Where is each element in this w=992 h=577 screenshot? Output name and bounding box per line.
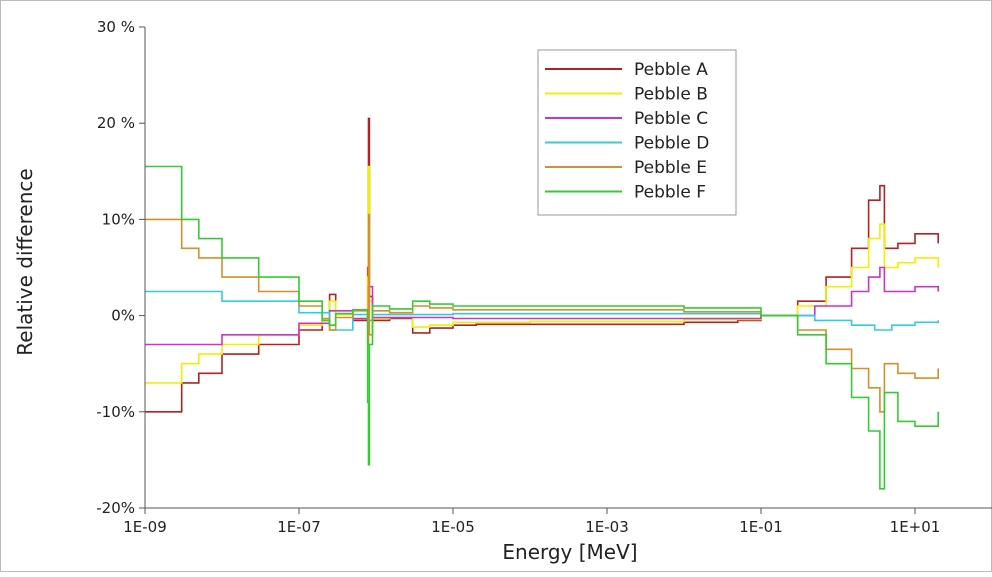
legend: Pebble A Pebble B Pebble C Pebble D Pebble E… xyxy=(537,49,737,216)
legend-label-pebble-e: Pebble E xyxy=(634,158,707,178)
y-tick-label: 10% xyxy=(102,210,135,228)
series-line-pebble-c xyxy=(145,266,939,346)
x-tick-label: 1E-09 xyxy=(123,518,167,536)
x-tick-label: 1E-07 xyxy=(277,518,321,536)
y-ticks: 30 % 20 % 10% 0% -10% -20% xyxy=(96,18,145,517)
y-tick-label: 0% xyxy=(111,307,135,325)
x-axis-title: Energy [MeV] xyxy=(502,540,637,564)
y-tick-label: 20 % xyxy=(97,114,135,132)
y-tick-label: -20% xyxy=(96,499,135,517)
legend-label-pebble-c: Pebble C xyxy=(634,109,708,129)
x-tick-label: 1E-03 xyxy=(585,518,629,536)
series-line-pebble-f xyxy=(145,165,939,490)
legend-box xyxy=(537,49,737,216)
x-tick-label: 1E+01 xyxy=(890,518,941,536)
x-tick-label: 1E-01 xyxy=(739,518,783,536)
series-layer xyxy=(145,117,939,490)
legend-label-pebble-d: Pebble D xyxy=(634,134,709,154)
legend-label-pebble-f: Pebble F xyxy=(634,183,706,203)
x-tick-label: 1E-05 xyxy=(431,518,475,536)
series-line-pebble-d xyxy=(145,290,939,331)
y-tick-label: -10% xyxy=(96,403,135,421)
y-tick-label: 30 % xyxy=(97,18,135,36)
y-axis-title: Relative difference xyxy=(13,168,37,355)
x-ticks: 1E-09 1E-07 1E-05 1E-03 1E-01 1E+01 xyxy=(123,508,940,536)
legend-label-pebble-b: Pebble B xyxy=(634,85,708,105)
legend-label-pebble-a: Pebble A xyxy=(634,60,708,80)
